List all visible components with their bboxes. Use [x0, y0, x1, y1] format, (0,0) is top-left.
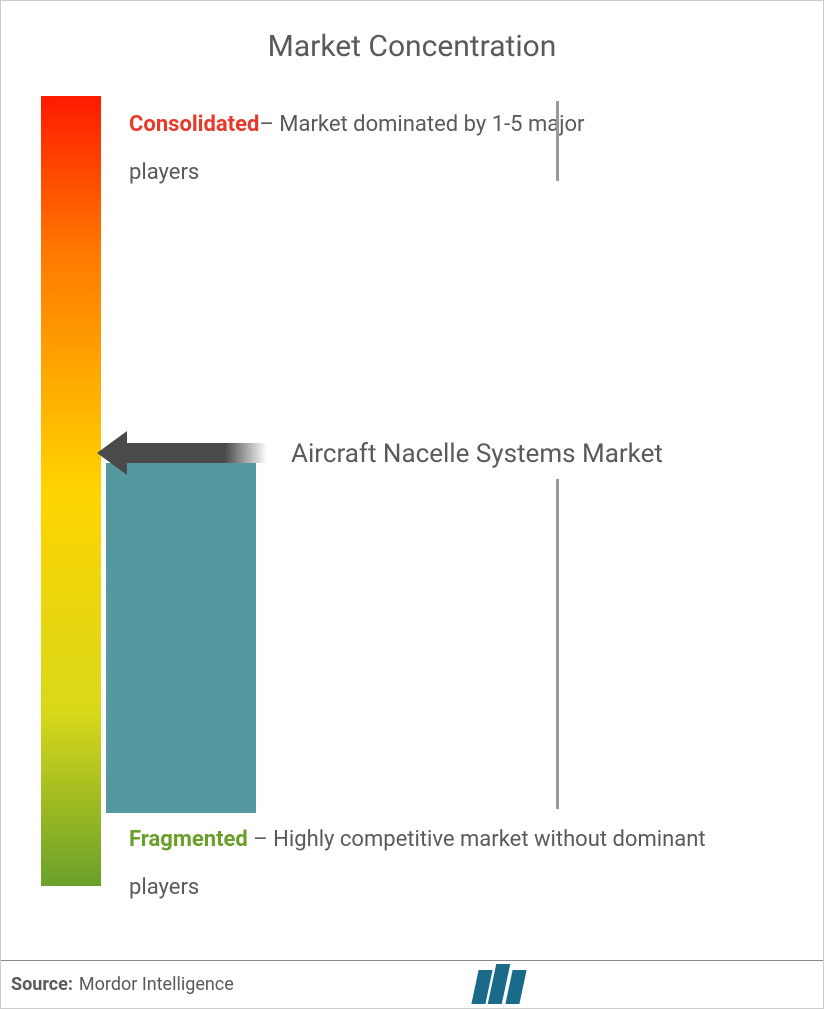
arrow-shaft — [127, 443, 267, 463]
market-indicator-arrow — [97, 433, 267, 473]
market-range-box — [106, 463, 256, 813]
market-name-label: Aircraft Nacelle Systems Market — [291, 439, 663, 469]
concentration-gradient-bar — [41, 96, 101, 886]
consolidated-label: Consolidated– Market dominated by 1-5 ma… — [129, 101, 649, 198]
source-value: Mordor Intelligence — [79, 974, 234, 995]
guide-line-bottom — [556, 479, 559, 809]
footer-bar: Source: Mordor Intelligence — [1, 960, 823, 1008]
infographic-container: Market Concentration Consolidated– Marke… — [0, 0, 824, 1009]
fragmented-label: Fragmented – Highly competitive market w… — [129, 816, 729, 913]
fragmented-term: Fragmented — [129, 827, 248, 852]
guide-line-top — [556, 101, 559, 181]
arrow-head-icon — [97, 431, 127, 475]
source-label: Source: — [11, 974, 73, 995]
brand-logo-icon — [475, 964, 523, 1004]
page-title: Market Concentration — [1, 1, 823, 64]
consolidated-term: Consolidated — [129, 112, 259, 137]
